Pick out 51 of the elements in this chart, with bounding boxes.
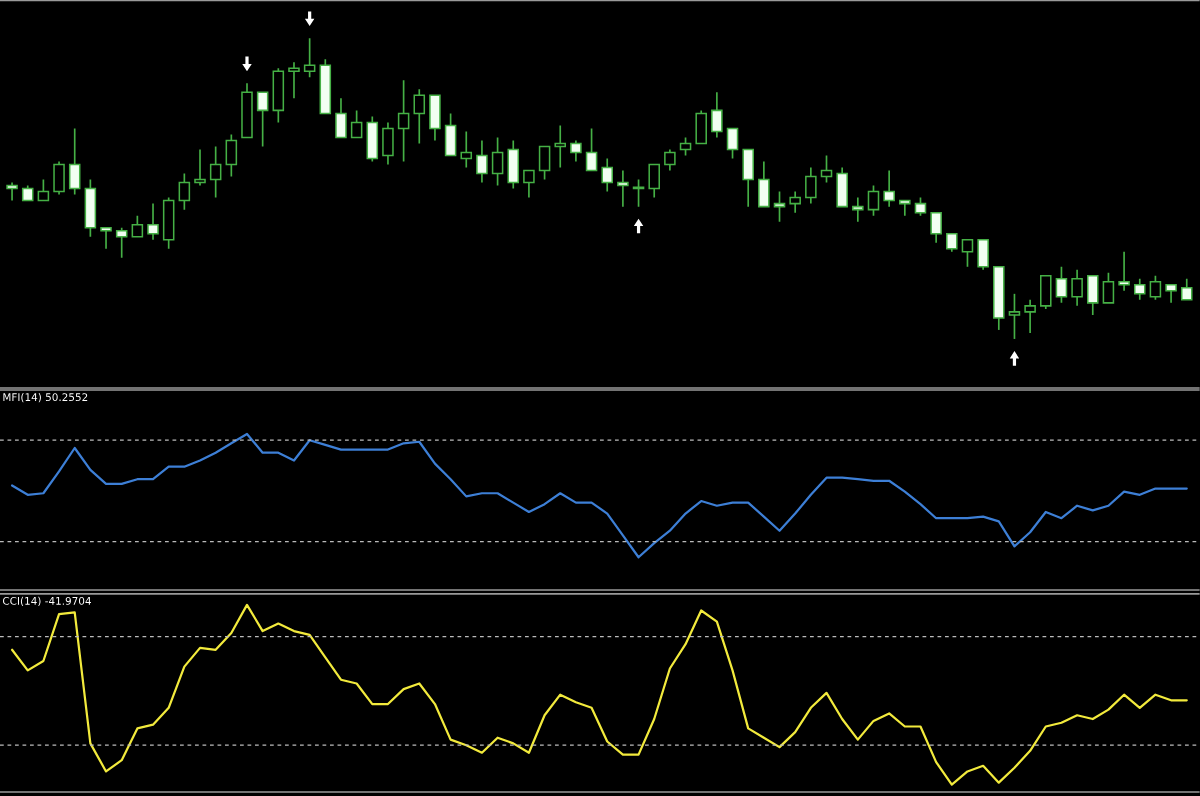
candlestick <box>115 226 128 259</box>
candlestick <box>1180 277 1193 301</box>
candlestick <box>1149 274 1162 301</box>
candlestick <box>883 169 895 208</box>
candlestick <box>601 157 614 193</box>
chart-title: CCI(14) -41.9704 <box>2 596 91 607</box>
candlestick <box>288 61 300 100</box>
candlestick <box>961 238 974 268</box>
chart-title: MFI(14) 50.2552 <box>3 392 88 403</box>
candlestick <box>194 148 206 187</box>
candlestick <box>460 130 473 169</box>
candlestick <box>1055 265 1068 304</box>
candlestick <box>789 190 801 214</box>
candlestick <box>914 196 927 217</box>
candlestick <box>178 172 191 211</box>
candlestick <box>946 232 958 253</box>
candlestick <box>820 154 833 184</box>
candlestick <box>570 139 582 163</box>
candlestick <box>397 79 410 163</box>
candlestick <box>711 91 723 139</box>
candlestick <box>554 124 567 169</box>
candlestick <box>37 178 50 202</box>
candlestick <box>585 127 598 172</box>
candlestick <box>1071 268 1083 307</box>
candlestick <box>805 166 817 205</box>
candlestick <box>1102 271 1115 304</box>
candlestick <box>867 184 880 217</box>
candlestick <box>930 211 942 244</box>
candlestick <box>209 145 222 199</box>
candlestick <box>147 202 159 241</box>
candlestick <box>523 169 535 199</box>
candlestick <box>256 91 269 148</box>
candlestick <box>491 136 504 187</box>
candlestick <box>1165 283 1177 304</box>
candlestick <box>664 148 676 172</box>
candlestick <box>6 181 18 202</box>
candlestick <box>852 196 864 223</box>
candlestick <box>726 127 739 160</box>
candlestick <box>1024 299 1036 334</box>
candlestick <box>100 226 112 250</box>
candlestick <box>1118 250 1130 292</box>
candlestick <box>350 109 363 139</box>
candlestick <box>413 88 426 145</box>
candlestick <box>1133 277 1146 301</box>
candlestick <box>303 37 316 79</box>
candlestick <box>131 214 144 238</box>
candlestick <box>679 136 692 157</box>
candlestick <box>1008 293 1021 340</box>
candlestick <box>476 139 488 184</box>
candlestick <box>899 199 911 217</box>
candlestick <box>617 169 629 208</box>
